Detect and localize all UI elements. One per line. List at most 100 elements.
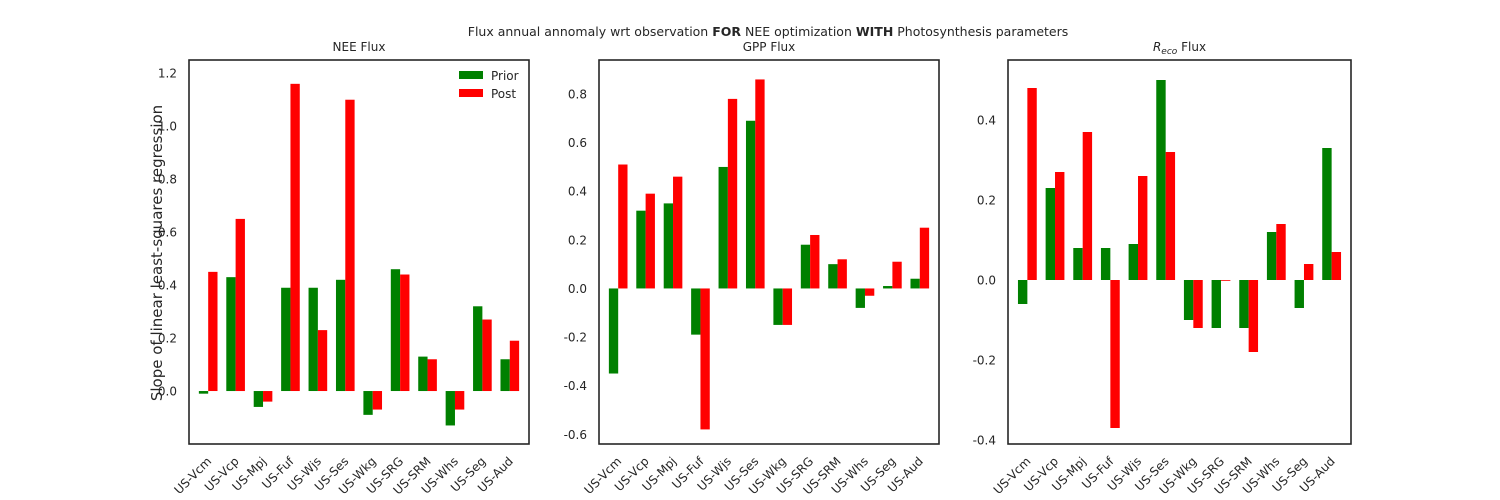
bar-post-us-ses [1165,152,1176,280]
y-tick-label: 0.2 [158,332,177,346]
bar-post-us-vcm [618,164,628,289]
bar-prior-us-wjs [718,166,728,289]
y-tick-label: 0.6 [568,136,587,150]
y-tick-label: 0.0 [158,385,177,399]
bar-prior-us-seg [473,306,483,392]
bar-prior-us-srm [828,264,838,289]
bar-prior-us-fuf [691,288,701,335]
panel-1: NEE Flux0.00.20.40.60.81.01.2US-VcmUS-Vc… [158,40,530,497]
bar-prior-us-vcp [636,210,646,289]
bar-prior-us-mpj [253,391,264,407]
y-tick-label: -0.2 [564,331,587,345]
legend-label: Prior [491,69,519,83]
suptitle-part: NEE optimization [741,24,856,39]
bar-post-us-whs [864,288,875,296]
bar-prior-us-srm [418,356,428,392]
y-tick-label: 0.8 [158,173,177,187]
bar-prior-us-aud [910,278,920,289]
y-axis-label: Slope of linear least-squares regression [148,105,166,401]
bar-prior-us-wjs [1128,244,1138,280]
bar-prior-us-wjs [308,287,318,392]
bar-prior-us-vcm [608,288,619,374]
bar-post-us-srm [837,259,847,289]
legend-swatch-prior [459,71,483,79]
y-tick-label: 0.2 [977,194,996,208]
bar-post-us-mpj [1082,132,1093,280]
bar-post-us-wkg [1193,280,1203,328]
y-tick-label: 1.0 [158,120,177,134]
axes-frame [1007,59,1352,445]
bar-prior-us-aud [500,359,510,392]
panel-title: Reco Flux [1153,40,1206,57]
bar-post-us-ses [345,99,355,392]
bar-post-us-srg [1220,280,1231,281]
bar-post-us-seg [482,319,492,392]
bar-post-us-wjs [317,330,328,392]
bar-prior-us-fuf [281,287,291,392]
panel-2: GPP Flux-0.6-0.4-0.20.00.20.40.60.8US-Vc… [564,40,940,497]
y-tick-label: 0.4 [568,185,587,199]
y-tick-label: 0.4 [158,279,177,293]
bar-post-us-fuf [700,288,710,430]
bar-post-us-seg [892,261,902,289]
axes-frame [188,59,530,445]
bar-prior-us-vcm [198,391,209,394]
bar-post-us-aud [919,227,930,289]
suptitle-part: Photosynthesis parameters [893,24,1068,39]
bar-post-us-wjs [1138,176,1148,280]
figure-suptitle: Flux annual annomaly wrt observation FOR… [468,24,1069,39]
bar-post-us-seg [1303,264,1314,280]
bar-post-us-vcm [1027,88,1037,280]
bar-prior-us-srg [390,269,401,392]
bar-post-us-whs [454,391,465,410]
bar-prior-us-whs [855,288,865,308]
bar-prior-us-srg [800,244,811,289]
y-tick-label: 0.0 [568,282,587,296]
bar-prior-us-srg [1211,280,1221,328]
bar-prior-us-fuf [1100,248,1111,280]
bar-prior-us-seg [1294,280,1304,308]
legend: Prior Post [459,69,519,101]
bar-post-us-vcp [1055,172,1065,280]
bar-post-us-srg [400,274,410,392]
bar-post-us-vcp [645,193,655,289]
y-tick-label: 0.6 [158,226,177,240]
bar-prior-us-mpj [663,203,674,289]
bar-post-us-ses [755,79,765,289]
bar-post-us-srm [1248,280,1259,352]
bar-prior-us-whs [445,391,455,426]
bar-prior-us-vcp [1045,188,1056,280]
bar-prior-us-wkg [363,391,373,415]
panel-title: GPP Flux [743,40,796,54]
bar-prior-us-wkg [773,288,783,325]
y-tick-label: -0.2 [973,354,996,368]
bar-prior-us-whs [1266,232,1277,280]
bar-post-us-mpj [263,391,273,402]
bar-post-us-srm [427,359,437,392]
bar-post-us-aud [1331,252,1342,280]
panel-title: NEE Flux [333,40,386,54]
bar-post-us-vcp [235,218,245,392]
legend-swatch-post [459,89,483,97]
bar-post-us-wkg [782,288,793,325]
bar-prior-us-wkg [1183,280,1194,320]
suptitle-part: WITH [856,24,893,39]
bar-post-us-whs [1276,224,1286,280]
bar-post-us-fuf [1110,280,1120,428]
y-tick-label: -0.4 [564,379,587,393]
bar-prior-us-srm [1239,280,1249,328]
bar-post-us-srg [810,234,820,289]
suptitle-part: FOR [712,24,741,39]
bar-prior-us-mpj [1073,248,1083,280]
bar-prior-us-vcm [1017,280,1028,304]
axes-frame [598,59,940,445]
panel-3: Reco Flux-0.4-0.20.00.20.4US-VcmUS-VcpUS… [973,40,1352,497]
suptitle-part: Flux annual annomaly wrt observation [468,24,712,39]
bar-prior-us-seg [883,286,893,289]
bar-post-us-vcm [208,271,218,392]
legend-label: Post [491,87,516,101]
bar-post-us-wjs [727,98,738,289]
y-tick-label: 0.8 [568,88,587,102]
y-tick-label: 0.0 [977,274,996,288]
